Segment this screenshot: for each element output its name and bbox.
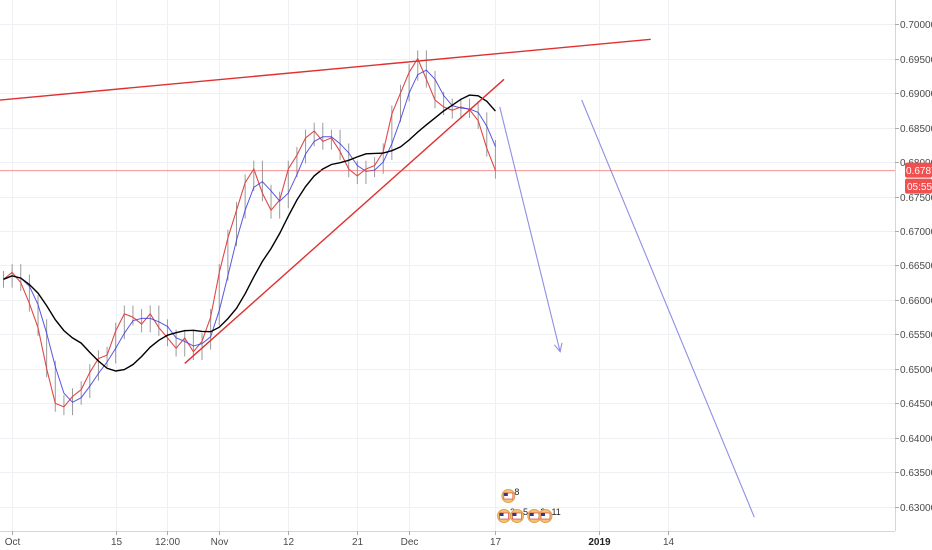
flag-canton	[540, 513, 545, 516]
time-axis[interactable]: Oct 15 12:00 Nov 12 21 Dec 17 2019 14	[5, 531, 675, 548]
forecast-arrow[interactable]	[499, 106, 561, 352]
x-tick-label: Oct	[5, 537, 21, 548]
current-price-label: 0.67875	[906, 166, 932, 177]
x-tick-label: Nov	[211, 537, 229, 548]
current-price-tag: 0.67875 05:55	[0, 162, 932, 194]
trendline[interactable]	[184, 78, 505, 364]
y-tick-label: 0.63000	[900, 503, 932, 514]
event-flag-icon[interactable]: 5	[509, 507, 528, 523]
trendline-drawings[interactable]	[0, 38, 755, 518]
flag-canton	[529, 513, 534, 516]
x-tick-label: 15	[111, 537, 123, 548]
x-tick-label: 12	[283, 537, 295, 548]
moving-averages	[3, 69, 496, 403]
event-count: 5	[523, 507, 528, 517]
countdown-box	[905, 178, 932, 194]
flag-canton	[499, 513, 504, 516]
flag-canton	[512, 513, 517, 516]
x-tick-label: 17	[490, 537, 502, 548]
event-count: 11	[551, 507, 560, 517]
x-tick-label: 2019	[588, 537, 611, 548]
price-series	[3, 50, 496, 416]
x-tick-label: 14	[663, 537, 675, 548]
x-tick-label: 21	[352, 537, 364, 548]
trendline[interactable]	[0, 38, 651, 101]
event-flag-icon[interactable]: 8	[501, 487, 520, 503]
trendline[interactable]	[581, 99, 755, 518]
event-count: 8	[514, 487, 519, 497]
slow-moving-average	[3, 94, 496, 372]
grid	[0, 0, 895, 531]
fast-moving-average	[3, 69, 496, 403]
countdown-label: 05:55	[907, 182, 932, 193]
price-line	[3, 57, 496, 408]
x-tick-label: Dec	[401, 537, 419, 548]
arrow-head	[553, 342, 563, 353]
current-price-box	[905, 162, 932, 178]
event-flag-icon[interactable]: 11	[538, 507, 561, 523]
economic-events[interactable]: 835311	[497, 487, 561, 523]
price-axis[interactable]: 0.700000.695000.690000.685000.680000.675…	[895, 20, 932, 514]
flag-canton	[503, 493, 508, 496]
x-tick-label: 12:00	[155, 537, 180, 548]
